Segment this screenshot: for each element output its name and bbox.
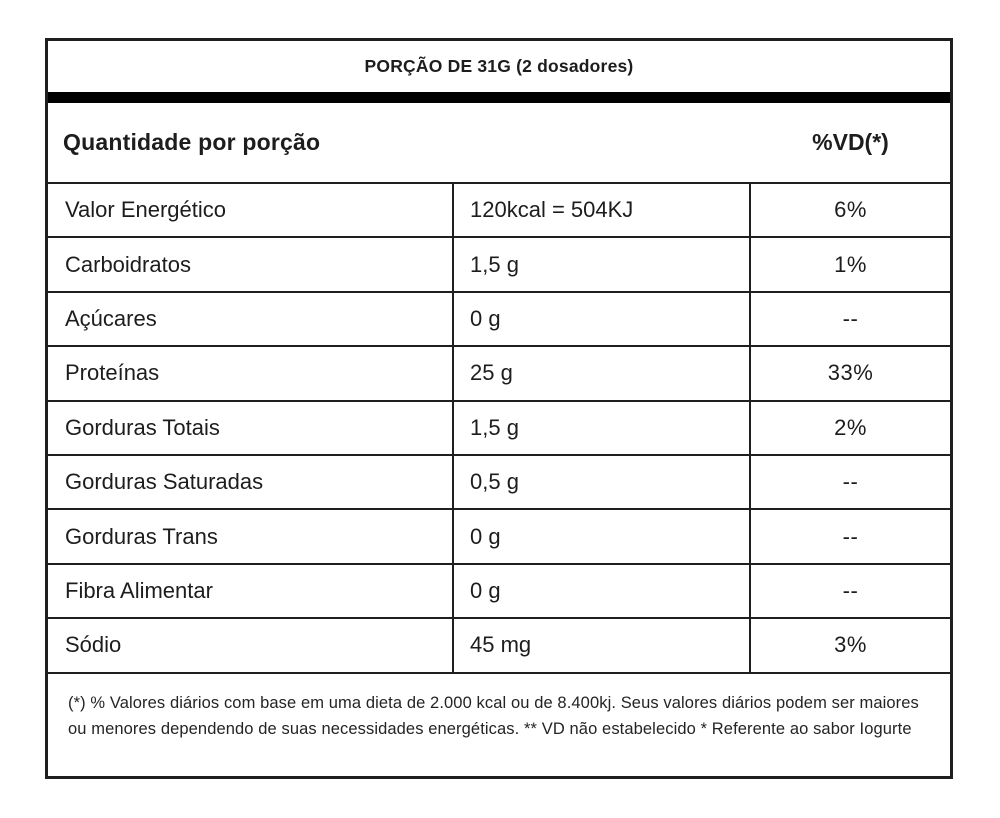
table-header-row: Quantidade por porção %VD(*) [48, 103, 950, 182]
quantity-column-header: Quantidade por porção [63, 129, 321, 155]
nutrient-label: Valor Energético [65, 197, 227, 223]
table-row: Proteínas 25 g 33% [48, 345, 950, 400]
table-row: Sódio 45 mg 3% [48, 617, 950, 672]
nutrient-label: Sódio [65, 632, 122, 658]
table-row: Gorduras Trans 0 g -- [48, 508, 950, 563]
nutrient-dv: 33% [827, 360, 874, 386]
nutrient-value: 0,5 g [452, 455, 751, 509]
table-body: Valor Energético 120kcal = 504KJ 6% Carb… [48, 182, 950, 672]
nutrient-dv: 1% [834, 251, 867, 277]
nutrient-label: Açúcares [65, 305, 157, 331]
nutrient-dv: -- [842, 577, 859, 603]
divider-bar [48, 92, 950, 103]
table-row: Gorduras Saturadas 0,5 g -- [48, 453, 950, 509]
portion-title: PORÇÃO DE 31G (2 dosadores) [364, 56, 634, 76]
table-row: Fibra Alimentar 0 g -- [48, 562, 950, 618]
nutrient-value: 25 g [452, 347, 751, 400]
nutrient-label: Gorduras Saturadas [65, 469, 264, 495]
nutrient-label: Carboidratos [65, 251, 191, 277]
nutrient-value: 45 mg [452, 619, 751, 672]
nutrient-value: 120kcal = 504KJ [452, 184, 751, 237]
nutrient-dv: -- [842, 469, 859, 495]
nutrient-dv: -- [842, 305, 859, 331]
nutrient-dv: 3% [834, 632, 867, 658]
nutrient-label: Proteínas [65, 360, 160, 386]
daily-value-column-header: %VD(*) [812, 129, 889, 155]
nutrient-value: 0 g [452, 510, 751, 563]
nutrient-value: 1,5 g [452, 401, 751, 454]
nutrient-value: 0 g [452, 292, 751, 346]
nutrient-label: Fibra Alimentar [65, 577, 213, 603]
nutrient-value: 1,5 g [452, 238, 751, 291]
nutrient-dv: -- [842, 523, 859, 549]
nutrient-value: 0 g [452, 564, 751, 618]
nutrition-facts-table: PORÇÃO DE 31G (2 dosadores) Quantidade p… [45, 38, 953, 779]
daily-values-footnote: (*) % Valores diários com base em uma di… [48, 671, 950, 776]
table-row: Valor Energético 120kcal = 504KJ 6% [48, 182, 950, 237]
table-row: Carboidratos 1,5 g 1% [48, 236, 950, 291]
nutrient-dv: 2% [834, 414, 867, 440]
nutrient-dv: 6% [834, 197, 867, 223]
nutrient-label: Gorduras Trans [65, 523, 218, 549]
table-row: Açúcares 0 g -- [48, 290, 950, 346]
table-row: Gorduras Totais 1,5 g 2% [48, 399, 950, 454]
nutrient-label: Gorduras Totais [65, 414, 220, 440]
